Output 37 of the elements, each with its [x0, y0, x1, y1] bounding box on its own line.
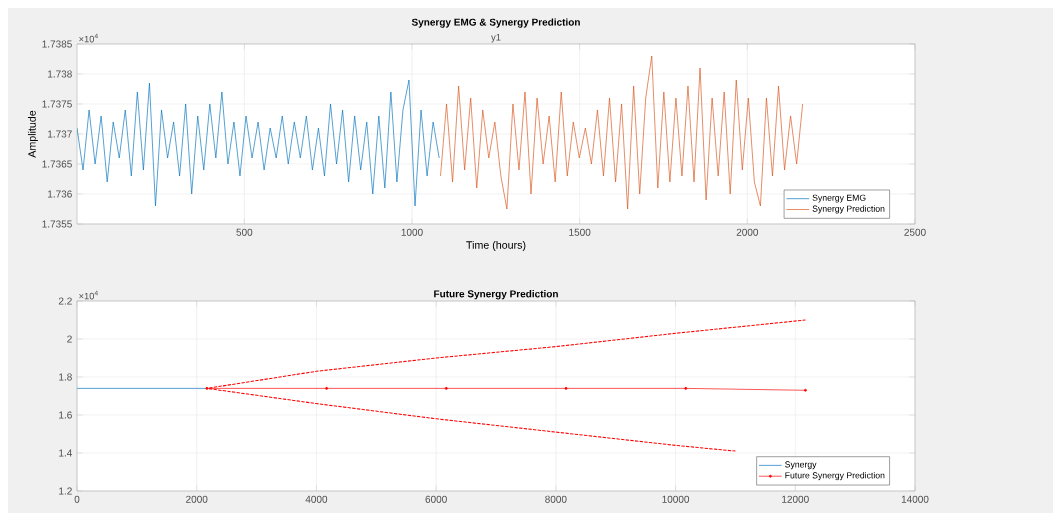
- chart-title: Synergy EMG & Synergy Prediction: [411, 18, 580, 28]
- x-tick-label: 2000: [736, 228, 759, 236]
- legend-label: Synergy Prediction: [812, 205, 885, 214]
- x-tick-label: 500: [236, 228, 253, 236]
- x-tick-label: 1000: [401, 228, 423, 236]
- y-tick-label: 2: [67, 335, 72, 343]
- text: ×10$^{4}$: [79, 33, 98, 43]
- y-tick-label: 1.7375: [42, 100, 72, 108]
- x-tick-label: 14000: [901, 495, 929, 503]
- y-tick-label: 1.2: [59, 487, 72, 495]
- x-tick-label: 4000: [305, 495, 328, 503]
- y-tick-label: 1.6: [59, 411, 72, 419]
- y-tick-label: 1.7355: [42, 220, 72, 228]
- y-tick-label: 1.738: [48, 70, 72, 78]
- y-tick-label: 2.2: [58, 297, 72, 305]
- x-tick-label: 10000: [662, 495, 690, 503]
- x-tick-label: 12000: [782, 495, 809, 503]
- text: ×10$^{4}$: [79, 290, 98, 300]
- y-axis-title: Amplitude: [27, 110, 38, 158]
- x-tick-label: 0: [74, 495, 80, 503]
- y-tick-label: 1.7365: [42, 160, 72, 168]
- y-tick-label: 1.4: [59, 449, 73, 457]
- x-tick-label: 1500: [569, 228, 591, 236]
- y-tick-label: 1.736: [48, 190, 72, 198]
- x-tick-label: 8000: [545, 495, 567, 503]
- x-tick-label: 6000: [425, 495, 447, 503]
- chart-title: Future Synergy Prediction: [434, 290, 558, 300]
- legend-label: Future Synergy Prediction: [785, 472, 885, 481]
- legend-label: Synergy EMG: [812, 194, 866, 203]
- legend-label: Synergy: [785, 461, 817, 470]
- x-axis-title: Time (hours): [466, 240, 526, 251]
- y-tick-label: 1.737: [48, 130, 72, 138]
- y-tick-label: 1.8: [59, 373, 72, 381]
- x-tick-label: 2500: [904, 228, 926, 236]
- y-tick-label: 1.7385: [42, 40, 72, 48]
- chart-subtitle: y1: [491, 34, 501, 43]
- x-tick-label: 2000: [186, 495, 208, 503]
